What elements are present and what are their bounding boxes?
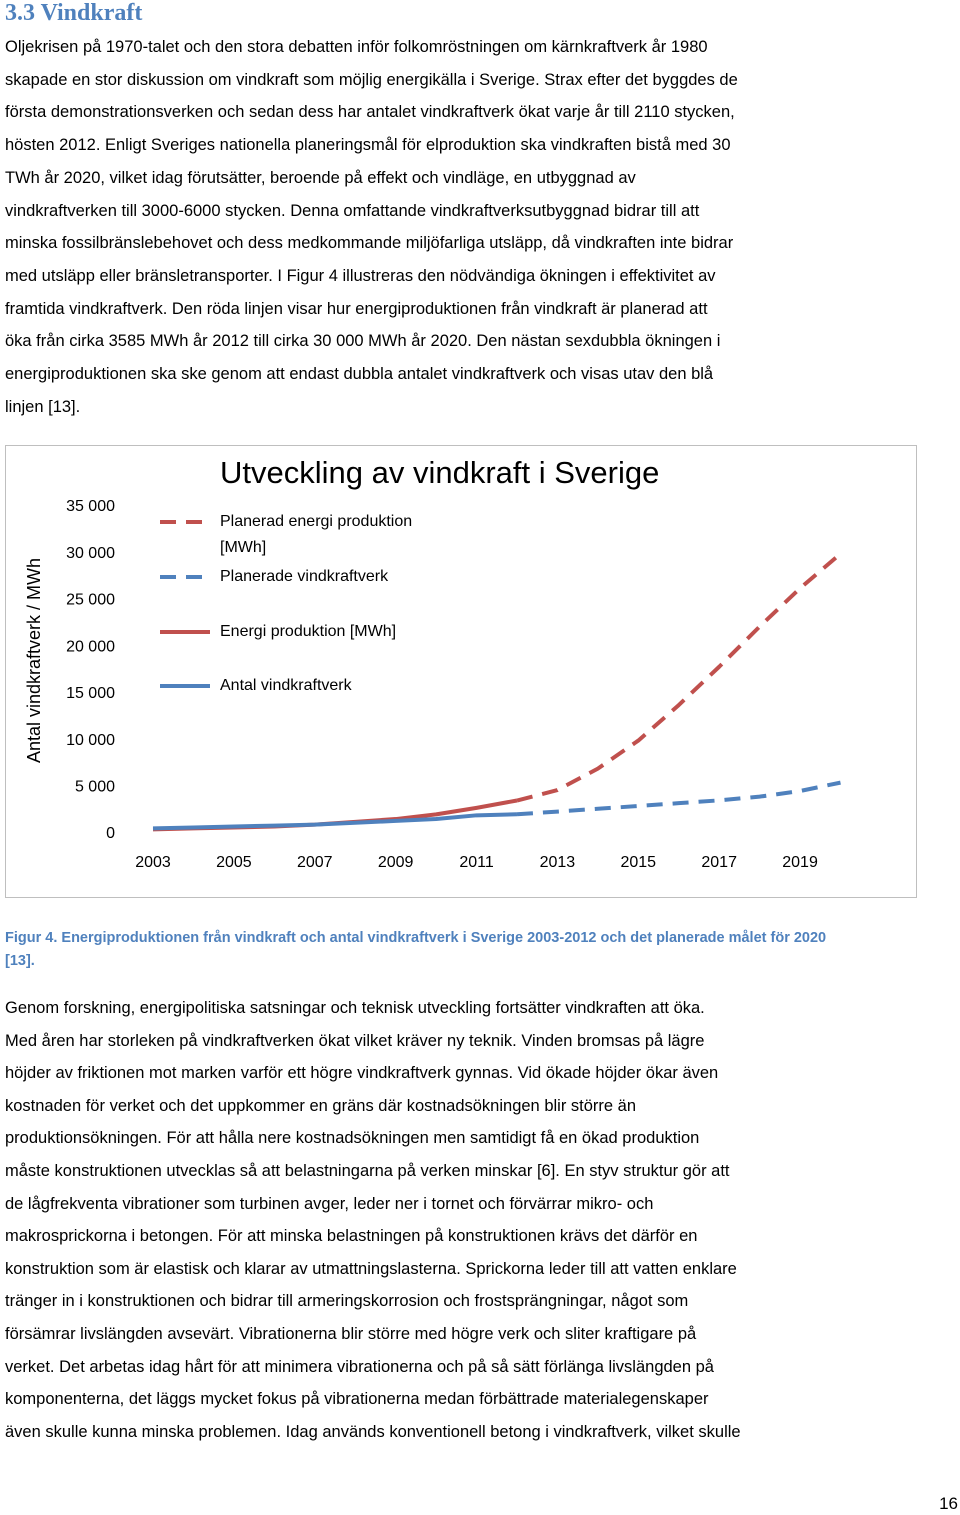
body-text: kostnaden för verket och det uppkommer e… bbox=[5, 1096, 637, 1115]
body-text: framtida vindkraftverk. Den röda linjen … bbox=[5, 299, 708, 318]
body-text: de lågfrekventa vibrationer som turbinen… bbox=[5, 1194, 654, 1213]
chart-border bbox=[5, 445, 917, 898]
body-text: tränger in i konstruktionen och bidrar t… bbox=[5, 1292, 689, 1311]
body-text: makrosprickorna i betongen. För att mins… bbox=[5, 1227, 698, 1246]
y-tick-label: 30 000 bbox=[66, 545, 115, 562]
body-text: vindkraftverken till 3000-6000 stycken. … bbox=[5, 201, 700, 220]
body-text: produktionsökningen. För att hålla nere … bbox=[5, 1129, 700, 1148]
body-text: energiproduktionen ska ske genom att end… bbox=[5, 365, 714, 383]
data-line bbox=[152, 812, 518, 831]
legend-entry: Planerad energi produktion [MWh] bbox=[220, 513, 413, 556]
y-tick-label: 10 000 bbox=[66, 732, 115, 749]
body-text: konstruktion som är elastisk och klarar … bbox=[5, 1259, 737, 1278]
body-text: måste konstruktionen utvecklas så att be… bbox=[5, 1162, 730, 1180]
x-tick-label: 2007 bbox=[297, 854, 333, 871]
body-text: även skulle kunna minska problemen. Idag… bbox=[5, 1422, 741, 1441]
body-text: öka från cirka 3585 MWh år 2012 till cir… bbox=[5, 332, 721, 351]
legend-entry: Antal vindkraftverk bbox=[220, 677, 352, 694]
figure: Antal vindkraftverk / MWh 0 5 000 10 000 15 … bbox=[5, 445, 917, 898]
body-text: första demonstrationsverken och sedan de… bbox=[5, 103, 735, 122]
legend-entry: Planerade vindkraftverk bbox=[220, 568, 389, 585]
body-text: Genom forskning, energipolitiska satsnin… bbox=[5, 999, 705, 1017]
body-text: med utsläpp eller bränsletransporter. I … bbox=[5, 266, 716, 285]
data-line bbox=[516, 780, 841, 817]
chart-title: Utveckling av vindkraft i Sverige bbox=[220, 455, 660, 490]
x-tick-label: 2017 bbox=[701, 854, 737, 871]
figure-caption: Figur 4. Energiproduktionen från vindkra… bbox=[5, 930, 827, 946]
body-text: komponenterna, det läggs mycket fokus på… bbox=[5, 1390, 709, 1409]
data-line bbox=[516, 552, 842, 803]
x-tick-label: 2011 bbox=[459, 854, 494, 871]
y-tick-label: 25 000 bbox=[66, 592, 115, 609]
body-text: skapade en stor diskussion om vindkraft … bbox=[5, 70, 738, 89]
page-number: 16 bbox=[939, 1494, 958, 1513]
body-text: verket. Det arbetas idag hårt för att mi… bbox=[5, 1357, 714, 1376]
figure-caption: [13]. bbox=[5, 953, 35, 969]
body-text: Med åren har storleken på vindkraftverke… bbox=[5, 1031, 705, 1050]
x-tick-label: 2015 bbox=[620, 854, 656, 871]
legend-entry: Energi produktion [MWh] bbox=[220, 623, 397, 640]
y-tick-label: 15 000 bbox=[66, 685, 115, 702]
y-tick-label: 0 bbox=[106, 825, 115, 842]
body-text: minska fossilbränslebehovet och dess med… bbox=[5, 234, 734, 253]
x-tick-label: 2005 bbox=[216, 854, 252, 871]
body-text: TWh år 2020, vilket idag förutsätter, be… bbox=[5, 168, 636, 187]
body-text: hösten 2012. Enligt Sveriges nationella … bbox=[5, 136, 731, 155]
x-tick-label: 2009 bbox=[378, 854, 414, 871]
body-text: Oljekrisen på 1970-talet och den stora d… bbox=[5, 38, 708, 56]
y-axis-label: Antal vindkraftverk / MWh bbox=[24, 558, 44, 763]
y-tick-label: 5 000 bbox=[75, 779, 115, 796]
x-tick-label: 2019 bbox=[782, 854, 818, 871]
y-tick-label: 20 000 bbox=[66, 638, 115, 655]
section-heading: 3.3 Vindkraft bbox=[5, 0, 143, 26]
x-tick-label: 2003 bbox=[135, 854, 171, 871]
body-text: linjen [13]. bbox=[5, 397, 81, 416]
y-tick-label: 35 000 bbox=[66, 498, 115, 515]
body-text: försämrar livslängden avsevärt. Vibratio… bbox=[5, 1325, 697, 1343]
chart: Antal vindkraftverk / MWh 0 5 000 10 000 15 … bbox=[5, 445, 917, 898]
body-text: höjder av friktionen mot marken varför e… bbox=[5, 1064, 719, 1083]
x-tick-label: 2013 bbox=[540, 854, 576, 871]
